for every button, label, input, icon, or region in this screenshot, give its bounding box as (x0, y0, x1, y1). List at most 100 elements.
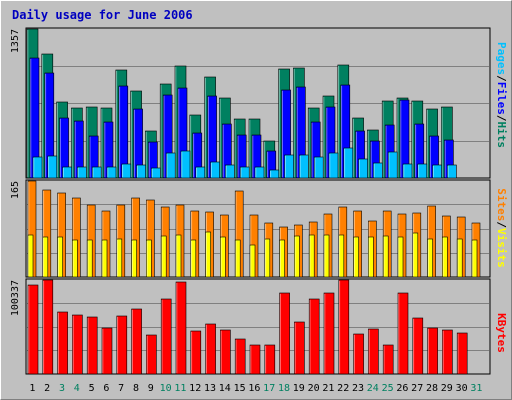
bar-visits-day-31 (471, 239, 478, 278)
legend-item: Visits (495, 228, 508, 268)
bar-kbytes-day-17 (264, 344, 276, 375)
bar-pages-day-18 (284, 154, 294, 179)
bar-kbytes-day-19 (294, 321, 305, 375)
x-tick-label: 14 (219, 383, 231, 394)
x-tick-label: 3 (59, 383, 65, 394)
bar-pages-day-9 (151, 167, 161, 179)
bar-visits-day-8 (131, 239, 137, 278)
bar-kbytes-day-12 (190, 330, 202, 375)
bar-visits-day-27 (412, 232, 419, 278)
x-tick-label: 22 (337, 383, 349, 394)
y-max-label-panel-2: 165 (10, 181, 21, 199)
bar-kbytes-day-24 (368, 328, 379, 375)
bar-pages-day-22 (343, 147, 354, 179)
bar-visits-day-20 (308, 234, 315, 278)
bar-pages-day-23 (358, 158, 368, 179)
bar-pages-day-1 (32, 156, 43, 179)
bar-visits-day-15 (234, 239, 241, 278)
bar-visits-day-26 (397, 236, 404, 278)
legend-panel-1: Pages/Files/Hits (495, 42, 508, 148)
bar-visits-day-3 (57, 236, 63, 278)
bar-pages-day-19 (299, 154, 309, 179)
bar-pages-day-16 (254, 166, 265, 179)
bar-pages-day-17 (269, 169, 280, 179)
bar-visits-day-28 (427, 238, 433, 278)
bar-visits-day-2 (42, 236, 49, 278)
bar-pages-day-2 (47, 155, 58, 179)
bar-pages-day-29 (447, 164, 457, 179)
bar-pages-day-10 (165, 152, 176, 179)
bar-pages-day-7 (121, 163, 132, 179)
x-tick-label: 6 (103, 383, 109, 394)
bar-pages-day-14 (225, 164, 235, 179)
bar-pages-day-3 (62, 166, 72, 179)
x-tick-label: 16 (248, 383, 260, 394)
bar-pages-day-6 (106, 166, 117, 179)
bar-visits-day-14 (220, 236, 226, 278)
x-tick-label: 10 (160, 383, 172, 394)
bar-pages-day-15 (239, 166, 250, 179)
x-tick-label: 17 (263, 383, 275, 394)
bar-kbytes-day-1 (27, 284, 39, 375)
x-tick-label: 8 (133, 383, 139, 394)
bar-visits-day-29 (442, 236, 448, 278)
legend-item: / (495, 221, 508, 228)
bar-kbytes-day-14 (220, 329, 231, 375)
x-tick-label: 9 (148, 383, 154, 394)
x-tick-label: 1 (29, 383, 35, 394)
bar-kbytes-day-11 (175, 281, 187, 375)
bar-pages-day-24 (373, 162, 383, 179)
bar-pages-day-8 (136, 164, 146, 179)
bar-kbytes-day-22 (338, 279, 350, 375)
bar-kbytes-day-21 (323, 292, 335, 375)
bar-visits-day-19 (294, 235, 300, 278)
bar-pages-day-28 (432, 164, 442, 179)
bar-pages-day-25 (387, 151, 398, 179)
x-tick-label: 27 (411, 383, 423, 394)
bar-visits-day-5 (86, 239, 93, 278)
bar-visits-day-22 (338, 234, 345, 278)
bar-pages-day-20 (313, 156, 324, 179)
bar-visits-day-7 (116, 238, 123, 278)
bar-kbytes-day-26 (397, 292, 409, 375)
x-tick-label: 11 (174, 383, 186, 394)
bar-visits-day-9 (146, 239, 152, 278)
x-tick-label: 2 (44, 383, 50, 394)
legend-item: Files (495, 82, 508, 115)
bar-kbytes-day-3 (57, 311, 68, 375)
bar-visits-day-11 (175, 234, 182, 278)
bar-kbytes-day-30 (456, 332, 468, 375)
bar-kbytes-day-15 (234, 338, 246, 375)
bar-kbytes-day-7 (116, 315, 128, 375)
bar-pages-day-5 (91, 166, 102, 179)
y-max-label-panel-3: 100337 (10, 280, 21, 316)
bar-pages-day-4 (77, 166, 87, 179)
bar-visits-day-16 (249, 244, 256, 278)
x-tick-label: 4 (74, 383, 80, 394)
bar-visits-day-23 (353, 236, 359, 278)
bar-kbytes-day-28 (427, 327, 438, 375)
bar-visits-day-18 (279, 239, 285, 278)
bar-kbytes-day-16 (249, 344, 261, 375)
bar-kbytes-day-25 (382, 344, 394, 375)
bar-visits-day-17 (264, 238, 271, 278)
x-tick-label: 13 (204, 383, 216, 394)
bar-kbytes-day-23 (353, 333, 364, 375)
bar-visits-day-12 (190, 239, 197, 278)
bar-kbytes-day-20 (308, 298, 320, 375)
bar-kbytes-day-18 (279, 292, 290, 375)
bar-kbytes-day-27 (412, 317, 424, 375)
x-tick-label: 21 (322, 383, 334, 394)
x-tick-label: 20 (308, 383, 320, 394)
bar-kbytes-day-9 (146, 334, 157, 375)
legend-panel-2: Sites/Visits (495, 188, 508, 268)
x-tick-label: 5 (89, 383, 95, 394)
legend-item: Sites (495, 188, 508, 221)
x-tick-label: 24 (367, 383, 379, 394)
bar-kbytes-day-6 (101, 327, 113, 375)
bar-kbytes-day-13 (205, 323, 216, 375)
x-tick-label: 15 (234, 383, 246, 394)
y-max-label-panel-1: 1357 (10, 29, 21, 53)
bar-visits-day-13 (205, 231, 211, 278)
